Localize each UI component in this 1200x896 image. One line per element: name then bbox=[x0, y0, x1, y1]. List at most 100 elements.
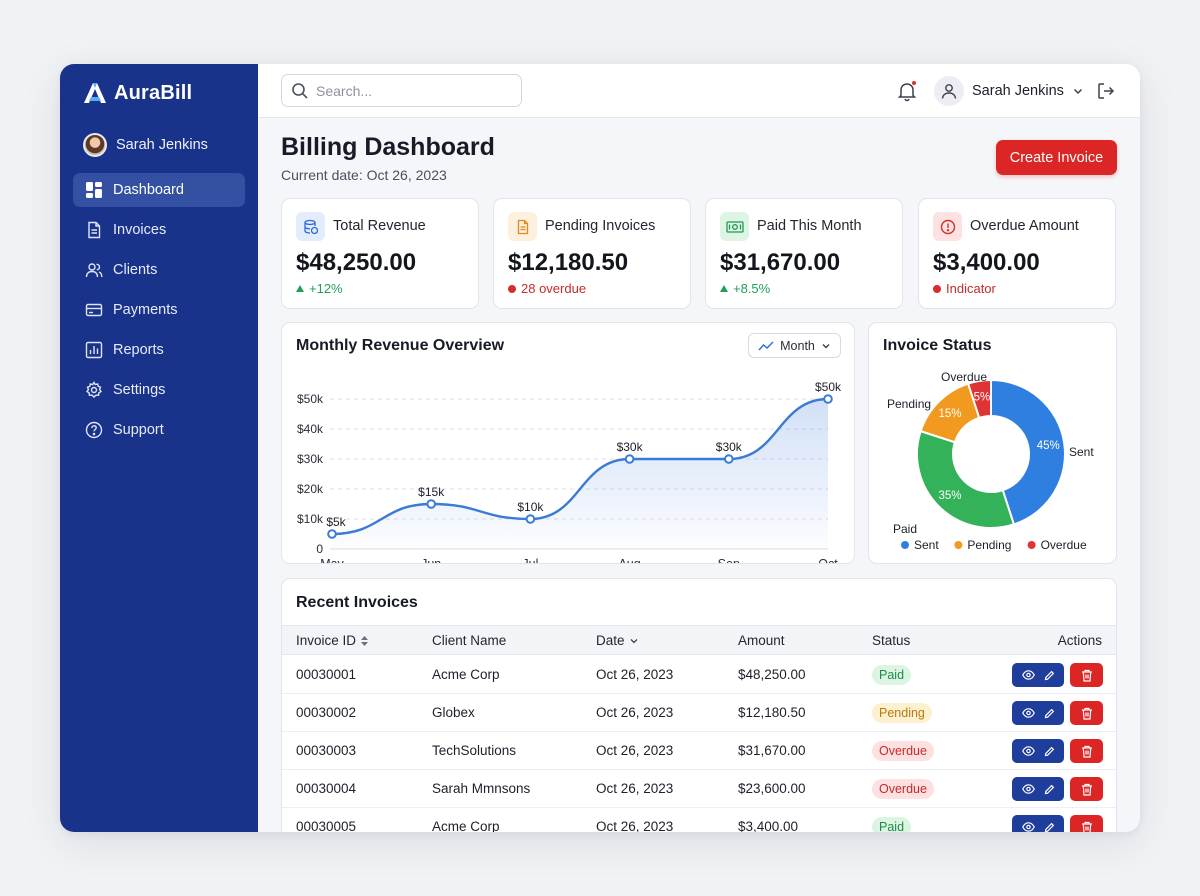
create-invoice-button[interactable]: Create Invoice bbox=[996, 140, 1117, 175]
sidebar-item-label: Clients bbox=[113, 262, 158, 278]
sidebar-item-label: Reports bbox=[113, 342, 164, 358]
sidebar-item-label: Support bbox=[113, 422, 164, 438]
data-label: $15k bbox=[418, 485, 445, 499]
column-header-amount[interactable]: Amount bbox=[738, 633, 785, 648]
column-header-label: Invoice ID bbox=[296, 633, 357, 648]
eye-icon[interactable] bbox=[1021, 670, 1035, 680]
current-date: Current date: Oct 26, 2023 bbox=[281, 167, 447, 183]
stat-value: $48,250.00 bbox=[296, 249, 417, 276]
y-tick-label: $30k bbox=[297, 452, 324, 466]
cell-invoice-id: 00030002 bbox=[296, 705, 357, 720]
delete-button[interactable] bbox=[1070, 663, 1103, 687]
data-point bbox=[327, 529, 337, 539]
recent-invoices-title: Recent Invoices bbox=[296, 594, 418, 611]
slice-name-label: Pending bbox=[887, 397, 931, 411]
view-edit-button[interactable] bbox=[1012, 663, 1064, 687]
trend-line-icon bbox=[758, 341, 774, 350]
eye-icon[interactable] bbox=[1021, 746, 1035, 756]
x-tick-label: Jun bbox=[421, 557, 441, 563]
table-row[interactable]: 00030005 Acme Corp Oct 26, 2023 $3,400.00 Pa… bbox=[282, 808, 1116, 832]
x-tick-label: Sep bbox=[718, 557, 740, 563]
cell-amount: $23,600.00 bbox=[738, 781, 806, 796]
sidebar-user[interactable]: Sarah Jenkins bbox=[83, 133, 208, 157]
revenue-area-chart: 0 $10k $20k $30k $40k $50k May Jun Jul Aug Sep Oct $… bbox=[297, 380, 842, 563]
column-header-status[interactable]: Status bbox=[872, 633, 910, 648]
chevron-down-icon bbox=[822, 343, 830, 348]
x-tick-label: Aug bbox=[618, 557, 640, 563]
sidebar-user-name: Sarah Jenkins bbox=[116, 137, 208, 153]
sidebar: AuraBill Sarah Jenkins Dashboard Invoice… bbox=[60, 64, 258, 832]
view-edit-button[interactable] bbox=[1012, 739, 1064, 763]
table-row[interactable]: 00030001 Acme Corp Oct 26, 2023 $48,250.00 P… bbox=[282, 656, 1116, 694]
stat-card-paid-this-month[interactable]: Paid This Month $31,670.00 +8.5% bbox=[705, 198, 903, 309]
eye-icon[interactable] bbox=[1021, 822, 1035, 832]
brand[interactable]: AuraBill bbox=[82, 81, 192, 105]
status-badge: Overdue bbox=[872, 741, 934, 761]
pencil-icon[interactable] bbox=[1044, 746, 1055, 757]
y-tick-label: $40k bbox=[297, 422, 324, 436]
trash-icon bbox=[1081, 669, 1092, 682]
trash-icon bbox=[1081, 745, 1092, 758]
column-header-date[interactable]: Date bbox=[596, 633, 639, 648]
data-label: $10k bbox=[517, 500, 544, 514]
page-title: Billing Dashboard bbox=[281, 133, 495, 161]
stat-label: Total Revenue bbox=[333, 218, 426, 234]
topbar: Sarah Jenkins bbox=[258, 64, 1140, 118]
notifications-button[interactable] bbox=[896, 80, 918, 102]
table-row[interactable]: 00030003 TechSolutions Oct 26, 2023 $31,670… bbox=[282, 732, 1116, 770]
sidebar-item-payments[interactable]: Payments bbox=[73, 293, 245, 327]
sidebar-item-reports[interactable]: Reports bbox=[73, 333, 245, 367]
eye-icon[interactable] bbox=[1021, 784, 1035, 794]
delete-button[interactable] bbox=[1070, 739, 1103, 763]
delete-button[interactable] bbox=[1070, 701, 1103, 725]
sidebar-item-clients[interactable]: Clients bbox=[73, 253, 245, 287]
stat-card-total-revenue[interactable]: Total Revenue $48,250.00 +12% bbox=[281, 198, 479, 309]
sidebar-item-settings[interactable]: Settings bbox=[73, 373, 245, 407]
brand-name: AuraBill bbox=[114, 81, 193, 104]
stat-card-pending-invoices[interactable]: Pending Invoices $12,180.50 28 overdue bbox=[493, 198, 691, 309]
delete-button[interactable] bbox=[1070, 815, 1103, 832]
view-edit-button[interactable] bbox=[1012, 701, 1064, 725]
pencil-icon[interactable] bbox=[1044, 670, 1055, 681]
pencil-icon[interactable] bbox=[1044, 822, 1055, 833]
table-row[interactable]: 00030004 Sarah Mmnsons Oct 26, 2023 $23,600… bbox=[282, 770, 1116, 808]
app-window: AuraBill Sarah Jenkins Dashboard Invoice… bbox=[60, 64, 1140, 832]
invoice-icon bbox=[88, 221, 101, 239]
data-label: $30k bbox=[617, 440, 644, 454]
trash-icon bbox=[1081, 821, 1092, 832]
data-point bbox=[525, 514, 536, 524]
data-point bbox=[724, 454, 734, 464]
pencil-icon[interactable] bbox=[1044, 784, 1055, 795]
logout-button[interactable] bbox=[1096, 81, 1116, 101]
delete-button[interactable] bbox=[1070, 777, 1103, 801]
search-box[interactable] bbox=[281, 74, 522, 107]
gear-icon bbox=[86, 381, 102, 398]
column-header-label: Amount bbox=[738, 633, 785, 648]
user-menu[interactable]: Sarah Jenkins bbox=[934, 76, 1084, 106]
banknote-icon bbox=[725, 220, 744, 233]
sidebar-item-invoices[interactable]: Invoices bbox=[73, 213, 245, 247]
column-header-client-name[interactable]: Client Name bbox=[432, 633, 506, 648]
sidebar-item-dashboard[interactable]: Dashboard bbox=[73, 173, 245, 207]
alert-icon bbox=[940, 219, 955, 234]
stat-change: Indicator bbox=[933, 281, 996, 296]
stat-change: 28 overdue bbox=[508, 281, 586, 296]
stat-change-text: +8.5% bbox=[733, 281, 771, 296]
cell-invoice-id: 00030004 bbox=[296, 781, 357, 796]
search-input[interactable] bbox=[316, 82, 506, 99]
sidebar-item-support[interactable]: Support bbox=[73, 413, 245, 447]
table-row[interactable]: 00030002 Globex Oct 26, 2023 $12,180.50 Pend… bbox=[282, 694, 1116, 732]
range-select[interactable]: Month bbox=[748, 333, 841, 358]
view-edit-button[interactable] bbox=[1012, 815, 1064, 832]
column-header-invoice-id[interactable]: Invoice ID bbox=[296, 633, 369, 648]
legend-label: Sent bbox=[914, 538, 939, 552]
column-header-actions: Actions bbox=[1058, 633, 1102, 648]
avatar bbox=[83, 133, 107, 157]
view-edit-button[interactable] bbox=[1012, 777, 1064, 801]
status-badge: Paid bbox=[872, 665, 912, 685]
eye-icon[interactable] bbox=[1021, 708, 1035, 718]
pencil-icon[interactable] bbox=[1044, 708, 1055, 719]
stat-card-overdue-amount[interactable]: Overdue Amount $3,400.00 Indicator bbox=[918, 198, 1116, 309]
recent-invoices-panel: Recent Invoices Invoice ID Client Name D… bbox=[281, 578, 1117, 832]
slice-percent-label: 15% bbox=[938, 408, 961, 420]
